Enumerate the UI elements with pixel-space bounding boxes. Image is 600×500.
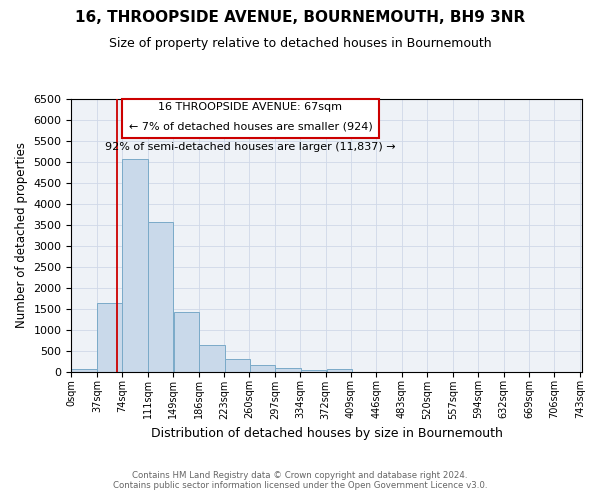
Text: 16, THROOPSIDE AVENUE, BOURNEMOUTH, BH9 3NR: 16, THROOPSIDE AVENUE, BOURNEMOUTH, BH9 … [75,10,525,25]
Bar [148,222,173,372]
Bar [97,304,122,372]
Text: Size of property relative to detached houses in Bournemouth: Size of property relative to detached ho… [109,38,491,51]
Text: 92% of semi-detached houses are larger (11,837) →: 92% of semi-detached houses are larger (… [105,142,395,152]
Bar [174,312,199,372]
Y-axis label: Number of detached properties: Number of detached properties [15,142,28,328]
Bar [327,370,352,372]
X-axis label: Distribution of detached houses by size in Bournemouth: Distribution of detached houses by size … [151,427,503,440]
Bar [301,370,326,372]
Bar [71,370,97,372]
Text: Contains HM Land Registry data © Crown copyright and database right 2024.
Contai: Contains HM Land Registry data © Crown c… [113,470,487,490]
Text: 16 THROOPSIDE AVENUE: 67sqm: 16 THROOPSIDE AVENUE: 67sqm [158,102,343,113]
Bar [250,365,275,372]
FancyBboxPatch shape [122,99,379,138]
Text: ← 7% of detached houses are smaller (924): ← 7% of detached houses are smaller (924… [128,122,372,132]
Bar [224,359,250,372]
Bar [275,368,301,372]
Bar [199,346,224,372]
Bar [122,158,148,372]
